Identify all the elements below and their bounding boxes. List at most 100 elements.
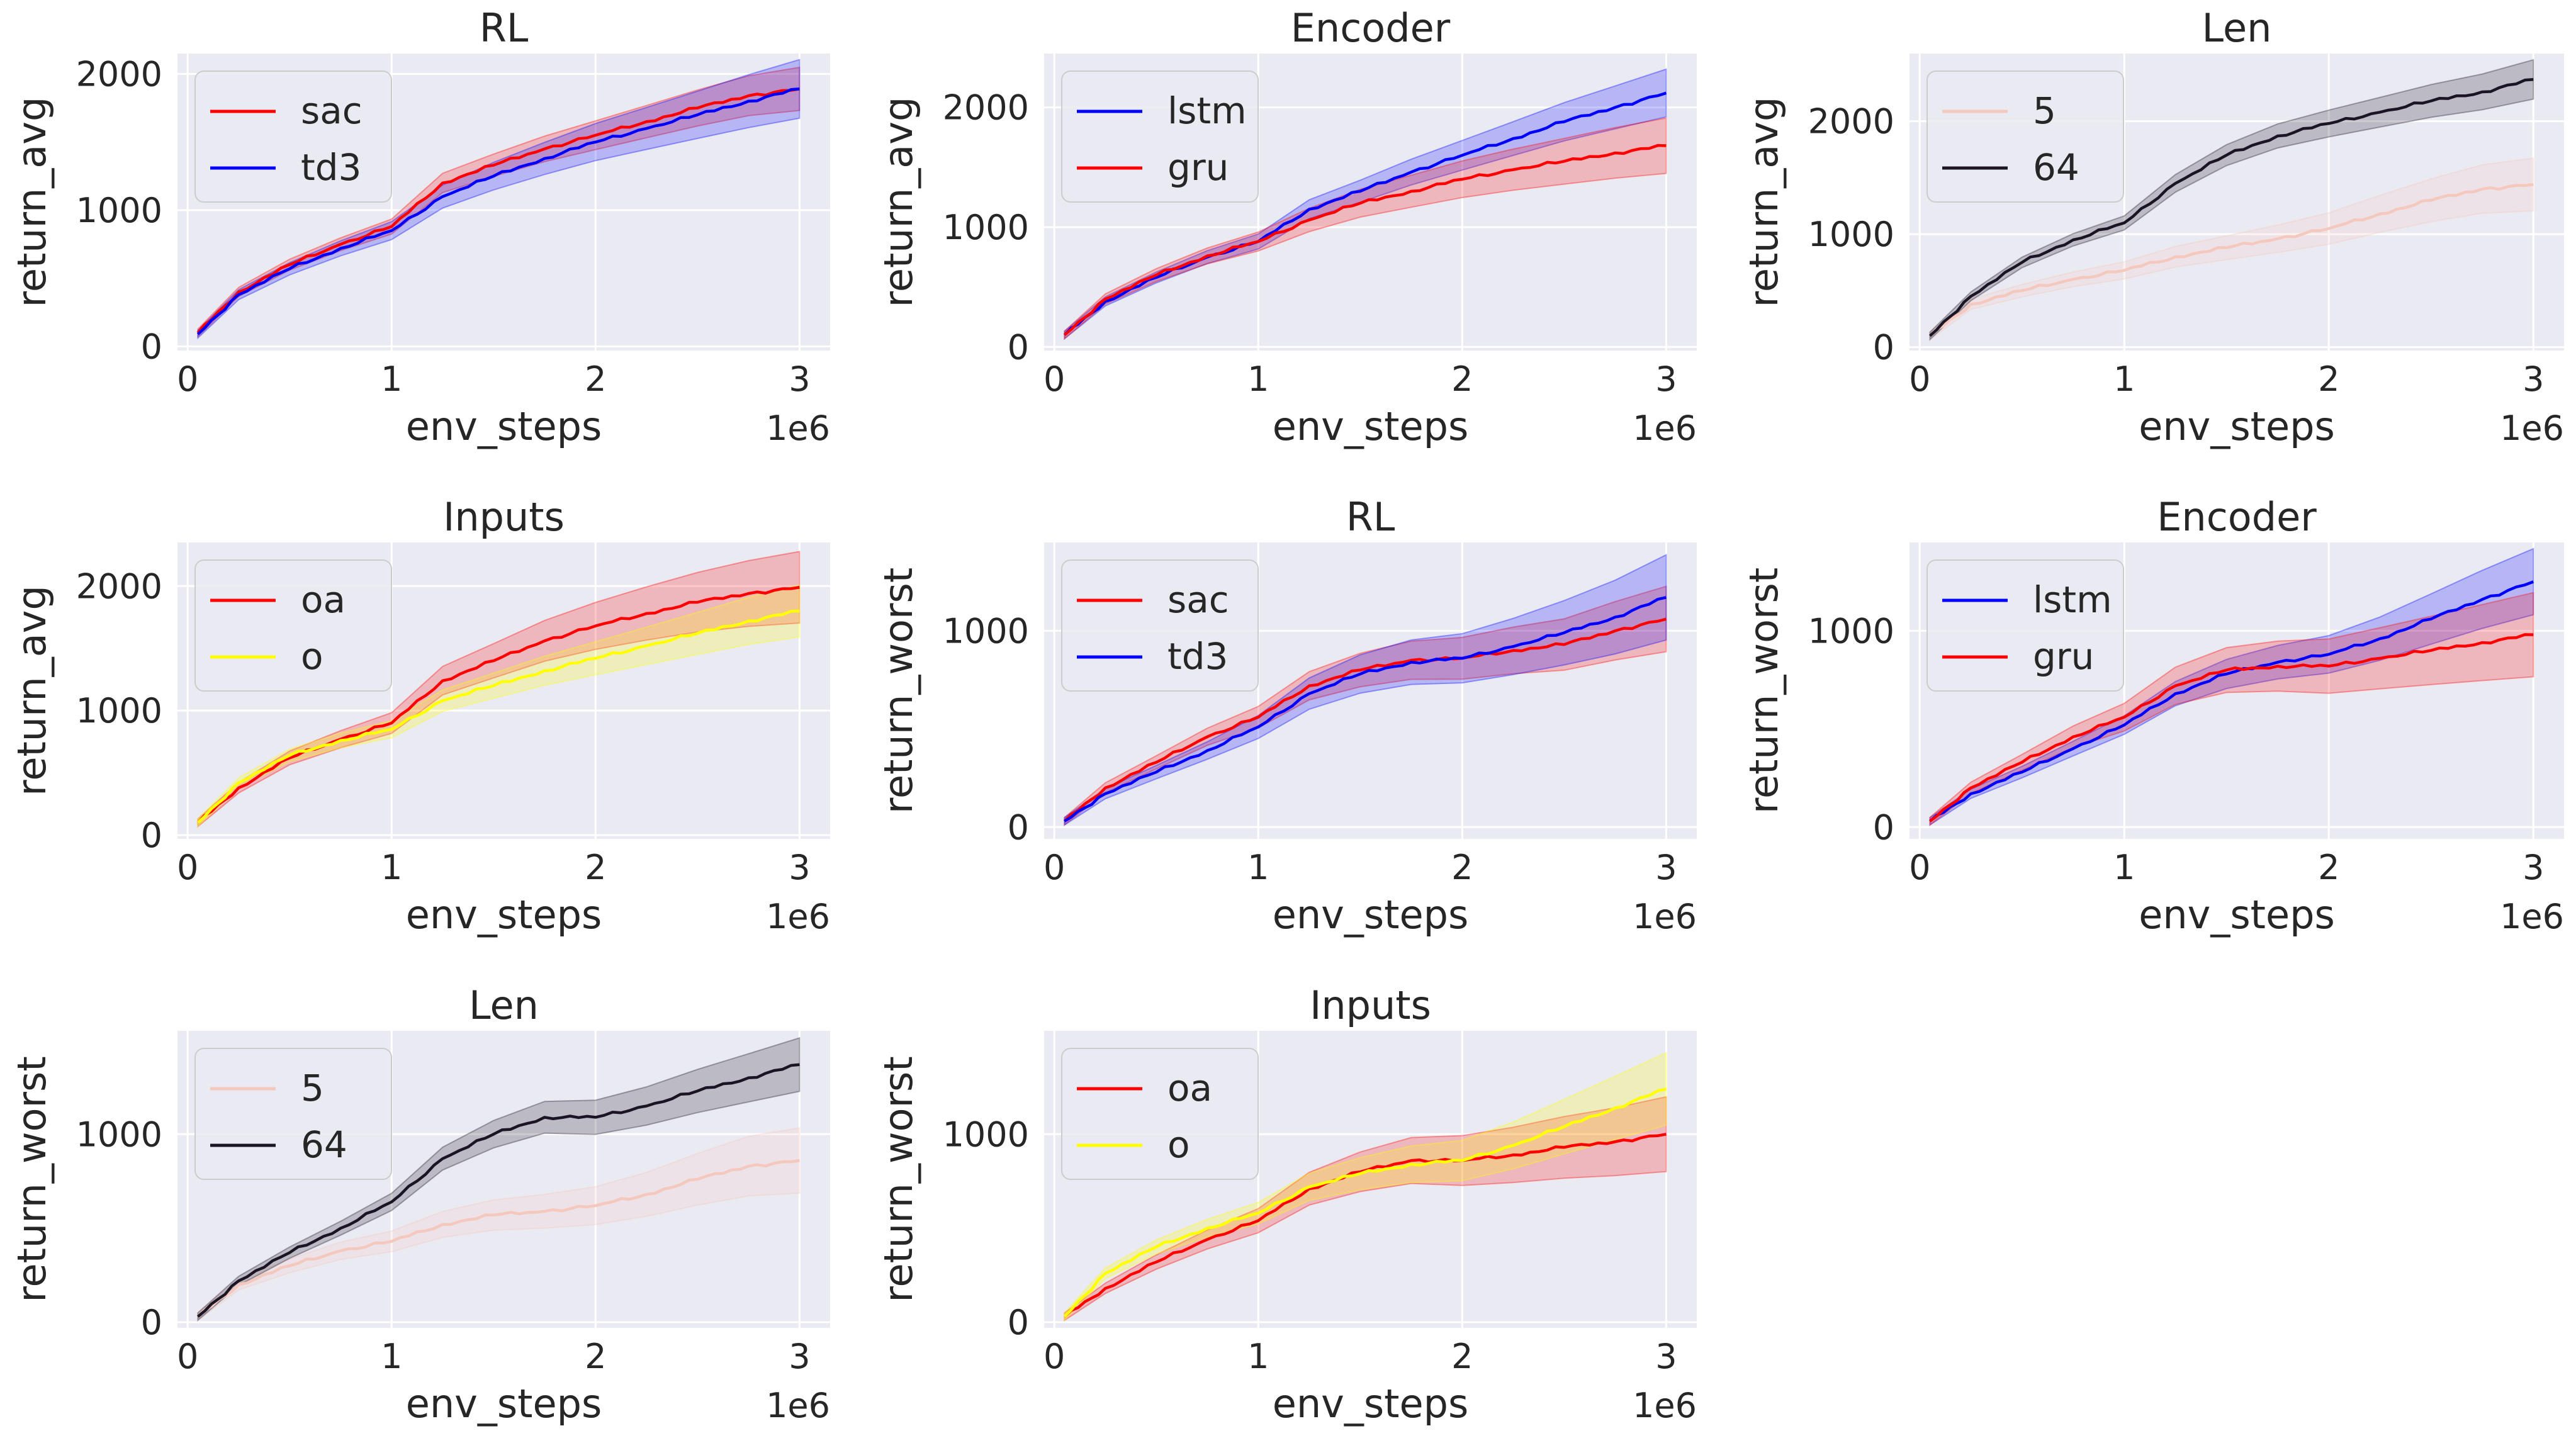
legend: 564	[194, 1048, 392, 1180]
x-tick-label: 0	[1043, 1337, 1065, 1376]
y-tick-label: 1000	[76, 191, 162, 230]
series-band-lstm	[1064, 68, 1667, 340]
y-tick-label: 0	[141, 327, 162, 367]
legend: oa o	[1061, 1048, 1259, 1180]
x-tick-label: 1	[381, 359, 402, 399]
y-tick-label: 0	[1008, 807, 1029, 847]
x-tick-label: 2	[585, 848, 606, 887]
x-tick-label: 0	[1909, 848, 1930, 887]
x-tick-label: 1	[1247, 848, 1269, 887]
series-line-td3	[196, 87, 800, 335]
y-axis-label: return_avg	[9, 97, 55, 308]
series-band-oa	[197, 551, 801, 828]
y-tick-label: 2000	[1808, 102, 1894, 142]
x-offset-label: 1e6	[2500, 408, 2564, 448]
series-line-sac	[196, 87, 800, 334]
chart-panel-6: 0 1 2 3 0 1000 Encoder env_steps return_worst 1e6…	[1741, 494, 2564, 938]
y-tick-label: 1000	[1808, 215, 1894, 254]
legend-label-64: 64	[2033, 146, 2079, 189]
series-band-5	[197, 1127, 801, 1322]
series-line-gru	[1929, 633, 2534, 823]
legend-box	[1926, 70, 2124, 203]
x-tick-label: 2	[1451, 848, 1473, 887]
x-tick-label: 1	[1247, 359, 1269, 399]
series-band-o	[1064, 1052, 1667, 1322]
chart-title: RL	[1346, 494, 1395, 540]
legend-label-gru: gru	[2033, 635, 2094, 678]
y-axis-label: return_worst	[1741, 568, 1787, 814]
series-line-5	[196, 1159, 800, 1318]
x-tick-label: 0	[177, 359, 198, 399]
y-tick-label: 0	[141, 1303, 162, 1342]
series-line-lstm	[1063, 91, 1667, 336]
legend-label-sac: sac	[301, 89, 363, 132]
chart-panel-5: 0 1 2 3 0 1000 RL env_steps return_worst 1e6 sac td…	[875, 494, 1697, 938]
y-tick-label: 2000	[943, 88, 1029, 128]
series-line-o	[1063, 1087, 1667, 1318]
x-tick-label: 3	[2523, 848, 2544, 887]
chart-panel-1: 0 1 2 3 0 1000 2000 RL env_steps return_avg 1e6 sac…	[9, 5, 830, 449]
x-axis-label: env_steps	[1273, 892, 1469, 938]
x-tick-label: 3	[789, 359, 810, 399]
x-axis-label: env_steps	[406, 892, 602, 938]
x-offset-label: 1e6	[1633, 897, 1697, 936]
series-band-5	[1929, 157, 2534, 341]
y-tick-label: 2000	[76, 566, 162, 606]
x-tick-label: 1	[381, 1337, 402, 1376]
x-tick-label: 2	[2318, 848, 2339, 887]
chart-title: RL	[480, 5, 529, 51]
x-tick-label: 2	[1451, 359, 1473, 399]
legend: oa o	[194, 559, 392, 692]
legend-label-lstm: lstm	[2033, 578, 2112, 621]
x-tick-label: 0	[1043, 359, 1065, 399]
series-band-td3	[1064, 554, 1667, 826]
legend-label-64: 64	[301, 1123, 347, 1166]
series-band-sac	[197, 66, 801, 339]
series-line-64	[1928, 78, 2534, 337]
chart-panel-4: 0 1 2 3 0 1000 2000 Inputs env_steps return_avg 1e…	[9, 494, 830, 938]
legend-label-lstm: lstm	[1167, 89, 1247, 132]
x-tick-label: 3	[1655, 848, 1677, 887]
legend-label-oa: oa	[301, 578, 346, 621]
x-axis-label: env_steps	[2139, 892, 2335, 938]
legend-label-5: 5	[301, 1067, 324, 1109]
y-tick-label: 0	[1008, 327, 1029, 367]
x-axis-label: env_steps	[406, 1381, 602, 1427]
x-tick-label: 3	[789, 1337, 810, 1376]
x-axis-label: env_steps	[1273, 1381, 1469, 1427]
series-band-oa	[1064, 1096, 1667, 1322]
x-tick-label: 3	[1655, 359, 1677, 399]
chart-title: Len	[469, 982, 539, 1028]
series-line-o	[196, 609, 800, 824]
x-tick-label: 2	[585, 359, 606, 399]
chart-panel-2: 0 1 2 3 0 1000 2000 Encoder env_steps return_avg 1…	[875, 5, 1697, 449]
x-tick-label: 3	[789, 848, 810, 887]
y-tick-label: 0	[1873, 328, 1894, 368]
x-axis-label: env_steps	[406, 403, 602, 449]
legend-label-gru: gru	[1167, 146, 1229, 189]
legend: lstm gru	[1926, 559, 2124, 692]
x-tick-label: 0	[1043, 848, 1065, 887]
x-offset-label: 1e6	[766, 408, 830, 448]
y-axis-label: return_worst	[875, 1056, 921, 1302]
y-tick-label: 1000	[1808, 611, 1894, 651]
x-offset-label: 1e6	[1633, 1386, 1697, 1425]
y-tick-label: 0	[141, 816, 162, 855]
legend-label-o: o	[301, 635, 323, 678]
y-axis-label: return_worst	[875, 568, 921, 814]
y-tick-label: 2000	[76, 54, 162, 94]
x-tick-label: 1	[2113, 848, 2135, 887]
legend-box	[1061, 1048, 1259, 1180]
x-tick-label: 2	[585, 1337, 606, 1376]
y-tick-label: 0	[1873, 807, 1894, 847]
legend-label-o: o	[1167, 1123, 1190, 1166]
series-band-gru	[1064, 117, 1667, 340]
y-tick-label: 1000	[943, 611, 1029, 651]
x-tick-label: 1	[2113, 359, 2135, 399]
x-offset-label: 1e6	[766, 1386, 830, 1425]
chart-title: Inputs	[443, 494, 565, 540]
series-line-lstm	[1929, 580, 2534, 823]
x-tick-label: 3	[1655, 1337, 1677, 1376]
y-axis-label: return_avg	[9, 585, 55, 796]
